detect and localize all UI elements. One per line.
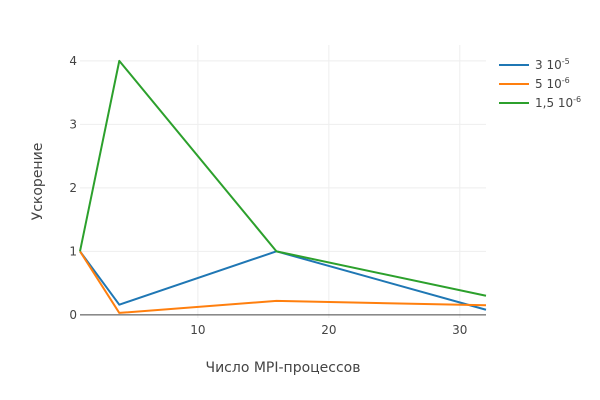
plot-area [79, 59, 487, 314]
x-tick-label: 30 [452, 323, 467, 337]
series-line-3 [79, 59, 487, 297]
y-tick-label: 3 [69, 117, 77, 131]
legend-label-exponent: -6 [573, 95, 581, 104]
series-line-2 [79, 250, 487, 314]
x-tick-label: 20 [321, 323, 336, 337]
legend-label-base: 3 10 [535, 58, 562, 72]
y-tick-label: 1 [69, 244, 77, 258]
x-tick-label: 10 [190, 323, 205, 337]
legend-item-3[interactable]: 1,5 10-6 [499, 95, 581, 110]
legend-label: 1,5 10-6 [535, 95, 581, 110]
x-axis-ticks: 10 20 30 [190, 323, 467, 337]
legend-item-1[interactable]: 3 10-5 [499, 57, 570, 72]
legend-label-base: 5 10 [535, 77, 562, 91]
y-tick-label: 0 [69, 308, 77, 322]
legend-item-2[interactable]: 5 10-6 [499, 76, 570, 91]
x-axis-title: Число MPI-процессов [205, 360, 360, 376]
y-axis-ticks: 0 1 2 3 4 [69, 54, 77, 322]
y-tick-label: 2 [69, 181, 77, 195]
legend-label: 3 10-5 [535, 57, 570, 72]
legend[interactable]: 3 10-55 10-61,5 10-6 [499, 57, 581, 110]
legend-label-exponent: -6 [562, 76, 570, 85]
y-axis-title: Ускорение [30, 143, 46, 221]
grid [80, 45, 486, 318]
y-tick-label: 4 [69, 54, 77, 68]
legend-label-base: 1,5 10 [535, 96, 573, 110]
series-line-1 [79, 250, 487, 311]
legend-label-exponent: -5 [562, 57, 570, 66]
legend-label: 5 10-6 [535, 76, 570, 91]
